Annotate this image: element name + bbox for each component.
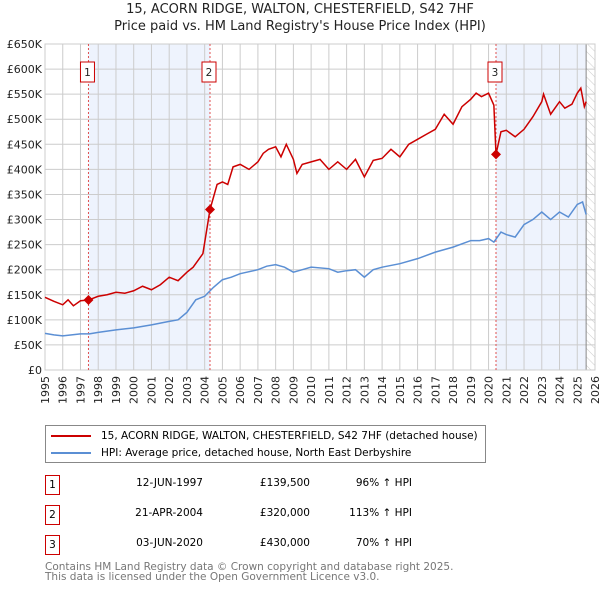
y-tick-label: £300K [7,214,43,227]
transaction-hpi: 113% ↑ HPI [349,507,412,519]
price-chart: 1995 1996 1997 1998 1999 2000 2001 2002 2003 2004… [7,38,600,404]
x-tick-label: 2018 [447,376,460,404]
transaction-row: 1 12-JUN-1997 £139,500 96% ↑ HPI [45,475,445,495]
legend-item-hpi: HPI: Average price, detached house, Nort… [51,445,411,461]
y-tick-label: £250K [7,239,43,252]
y-tick-label: £100K [7,314,43,327]
legend-swatch-blue [51,452,91,454]
x-tick-label: 2019 [465,376,478,404]
y-tick-label: £350K [7,188,43,201]
sale-point [491,149,501,160]
x-tick-label: 2004 [199,376,212,404]
transaction-date: 03-JUN-2020 [136,537,203,549]
transaction-row: 3 03-JUN-2020 £430,000 70% ↑ HPI [45,535,445,555]
transaction-marker: 2 [45,505,60,525]
sale-label: 1 [84,67,91,79]
x-tick-label: 2026 [589,376,600,404]
y-tick-label: £150K [7,289,43,302]
y-tick-label: £450K [7,138,43,151]
x-tick-label: 2008 [270,376,283,404]
x-tick-label: 2010 [305,376,318,404]
y-tick-label: £0 [28,364,42,377]
transaction-date: 21-APR-2004 [135,507,203,519]
x-tick-label: 2009 [287,376,300,404]
transaction-price: £320,000 [259,507,310,519]
y-tick-label: £550K [7,88,43,101]
legend-swatch-red [51,435,91,437]
x-tick-label: 1995 [39,376,52,404]
x-tick-label: 1998 [92,376,105,404]
x-tick-label: 2012 [341,376,354,404]
plot-border [44,43,596,371]
y-tick-label: £50K [14,339,43,352]
x-tick-label: 2003 [181,376,194,404]
x-tick-label: 1999 [110,376,123,404]
legend: 15, ACORN RIDGE, WALTON, CHESTERFIELD, S… [45,425,486,463]
sale-label: 3 [492,67,499,79]
x-tick-label: 2015 [394,376,407,404]
transaction-row: 2 21-APR-2004 £320,000 113% ↑ HPI [45,505,445,525]
forecast-hatch [586,44,595,370]
shaded-period [88,44,210,370]
property-series-line [44,86,587,307]
legend-label: 15, ACORN RIDGE, WALTON, CHESTERFIELD, S… [101,430,478,442]
legend-label: HPI: Average price, detached house, Nort… [101,447,412,459]
y-tick-label: £400K [7,163,43,176]
transaction-hpi: 70% ↑ HPI [355,537,412,549]
x-tick-label: 2005 [216,376,229,404]
x-tick-label: 2001 [145,376,158,404]
x-tick-label: 2013 [358,376,371,404]
footer-licence: This data is licensed under the Open Gov… [45,571,380,583]
x-tick-label: 2011 [323,376,336,404]
sale-label: 2 [206,67,213,79]
x-tick-label: 2023 [536,376,549,404]
x-tick-label: 2000 [128,376,141,404]
x-tick-label: 1996 [57,376,70,404]
transaction-price: £430,000 [259,537,310,549]
y-tick-label: £200K [7,264,43,277]
sale-point [83,295,94,306]
transaction-marker: 1 [45,475,60,495]
x-tick-label: 2025 [571,376,584,404]
x-tick-label: 2020 [483,376,496,404]
x-tick-label: 2016 [412,376,425,404]
x-tick-label: 2022 [518,376,531,404]
shaded-period [496,44,587,370]
x-tick-label: 2014 [376,376,389,404]
x-tick-label: 2006 [234,376,247,404]
transaction-date: 12-JUN-1997 [136,477,203,489]
x-tick-label: 1997 [74,376,87,404]
x-tick-label: 2007 [252,376,265,404]
chart-title-line1: 15, ACORN RIDGE, WALTON, CHESTERFIELD, S… [126,2,474,17]
sale-point [205,204,215,215]
transaction-price: £139,500 [259,477,310,489]
x-tick-label: 2024 [554,376,567,404]
footer-copyright: Contains HM Land Registry data © Crown c… [45,561,454,573]
y-tick-label: £500K [7,113,43,126]
y-tick-label: £600K [7,63,43,76]
x-tick-label: 2002 [163,376,176,404]
sale-label-box [487,61,503,83]
hpi-series-line [44,200,587,337]
sale-label-box [201,61,217,83]
x-tick-label: 2017 [429,376,442,404]
transaction-marker: 3 [45,535,60,555]
chart-title-line2: Price paid vs. HM Land Registry's House … [114,19,486,34]
sale-label-box [79,61,95,83]
x-tick-label: 2021 [500,376,513,404]
y-tick-label: £650K [7,38,43,51]
transaction-hpi: 96% ↑ HPI [355,477,412,489]
legend-item-property: 15, ACORN RIDGE, WALTON, CHESTERFIELD, S… [51,428,478,444]
